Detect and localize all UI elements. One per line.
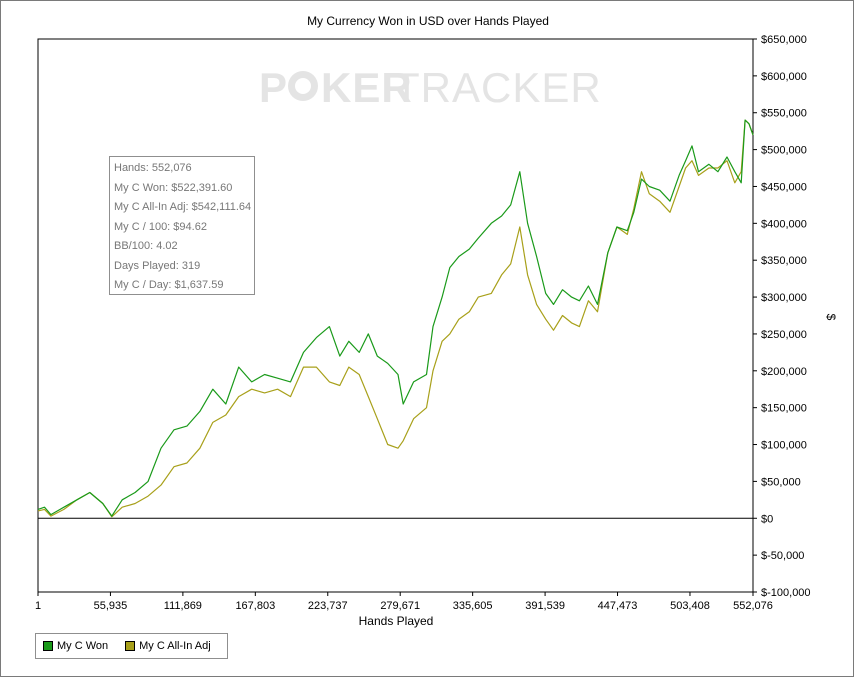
svg-text:TRACKER: TRACKER xyxy=(394,64,602,111)
y-tick-label: $150,000 xyxy=(761,403,807,415)
y-tick-label: $0 xyxy=(761,513,773,525)
series-line-my-c-all-in-adj xyxy=(37,119,754,518)
y-tick-label: $550,000 xyxy=(761,108,807,120)
x-axis-label: Hands Played xyxy=(359,614,434,628)
x-tick-label: 279,671 xyxy=(380,600,420,612)
y-tick-label: $-50,000 xyxy=(761,550,804,562)
y-tick-label: $100,000 xyxy=(761,440,807,452)
x-tick-label: 1 xyxy=(35,600,41,612)
x-axis: 1 55,935 111,869 167,803 223,737 279,671 335,6… xyxy=(35,592,773,612)
y-tick-label: $600,000 xyxy=(761,71,807,83)
stats-per-100: My C / 100: $94.62 xyxy=(114,220,207,233)
x-tick-label: 55,935 xyxy=(94,600,128,612)
stats-won: My C Won: $522,391.60 xyxy=(114,181,233,194)
legend-swatch xyxy=(125,641,136,651)
x-tick-label: 223,737 xyxy=(308,600,348,612)
stats-bb-per-100: BB/100: 4.02 xyxy=(114,240,178,252)
stats-hands: Hands: 552,076 xyxy=(114,162,192,174)
stats-per-day: My C / Day: $1,637.59 xyxy=(114,279,224,291)
x-tick-label: 335,605 xyxy=(453,600,493,612)
x-tick-label: 552,076 xyxy=(733,600,773,612)
y-axis-label: $ xyxy=(824,314,838,321)
stats-days-played: Days Played: 319 xyxy=(114,259,201,272)
y-tick-label: $250,000 xyxy=(761,329,807,341)
series-lines xyxy=(37,119,754,518)
plot-area xyxy=(37,38,754,593)
y-tick-label: $650,000 xyxy=(761,34,807,46)
legend-swatch xyxy=(43,641,53,651)
y-tick-label: $50,000 xyxy=(761,476,801,488)
stats-allin-adj: My C All-In Adj: $542,111.64 xyxy=(114,201,252,213)
y-tick-label: $300,000 xyxy=(761,292,807,304)
x-tick-label: 447,473 xyxy=(598,600,638,612)
y-axis: $650,000 $600,000 $550,000 $500,000 $450,000… xyxy=(753,34,811,599)
y-tick-label: $-100,000 xyxy=(761,587,811,599)
x-tick-label: 503,408 xyxy=(670,600,710,612)
legend-label: My C All-In Adj xyxy=(139,640,211,652)
stats-tooltip: Hands: 552,076 My C Won: $522,391.60 My … xyxy=(109,156,255,295)
watermark: P KER TRACKER xyxy=(259,64,602,111)
y-tick-label: $500,000 xyxy=(761,145,807,157)
chart-title: My Currency Won in USD over Hands Played xyxy=(307,14,549,28)
x-tick-label: 391,539 xyxy=(525,600,565,612)
x-tick-label: 167,803 xyxy=(235,600,275,612)
y-tick-label: $400,000 xyxy=(761,218,807,230)
y-tick-label: $350,000 xyxy=(761,255,807,267)
y-tick-label: $200,000 xyxy=(761,366,807,378)
legend-label: My C Won xyxy=(57,640,109,652)
series-line-my-c-won xyxy=(37,119,754,517)
legend: My C Won My C All-In Adj xyxy=(35,633,228,659)
y-tick-label: $450,000 xyxy=(761,181,807,193)
svg-text:KER: KER xyxy=(321,64,413,111)
legend-item-my-c-won[interactable]: My C Won xyxy=(43,640,108,652)
svg-text:P: P xyxy=(259,64,288,111)
legend-item-my-c-all-in-adj[interactable]: My C All-In Adj xyxy=(125,640,211,652)
x-tick-label: 111,869 xyxy=(164,600,202,612)
